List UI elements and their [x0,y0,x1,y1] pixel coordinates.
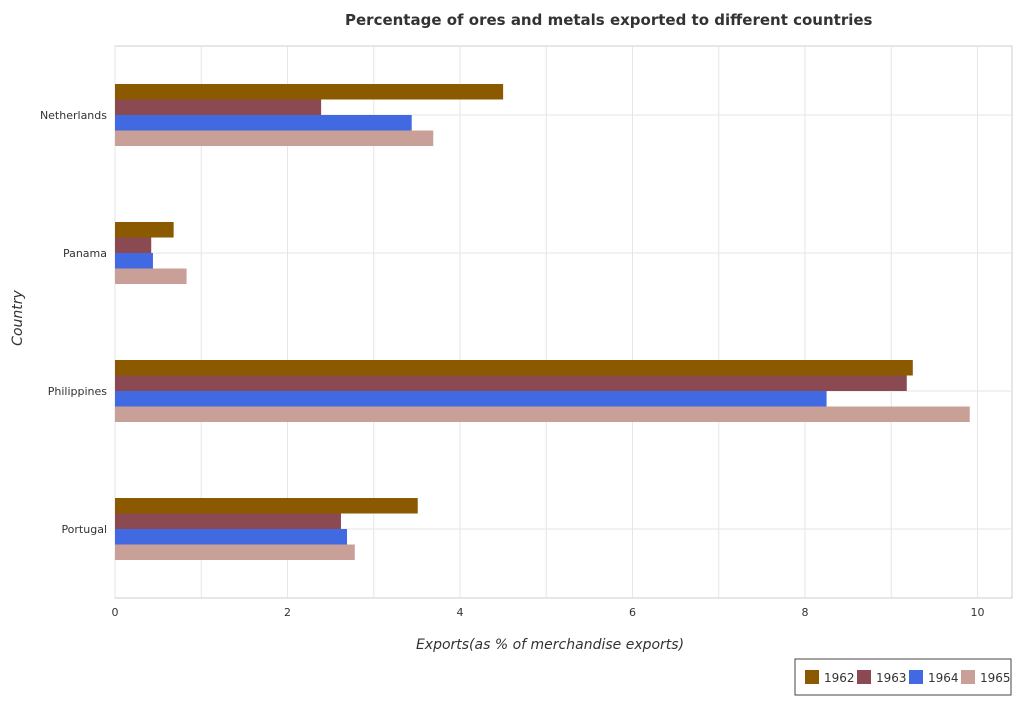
bar-panama-1963 [115,237,152,253]
legend-label: 1965 [980,671,1011,685]
bar-netherlands-1963 [115,99,322,115]
x-tick-label: 8 [802,606,809,619]
x-tick-label: 2 [284,606,291,619]
y-axis: Netherlands Panama Philippines Portugal [40,109,107,536]
y-tick-label: Portugal [61,523,107,536]
bar-philippines-1964 [115,391,827,407]
bars [115,84,970,560]
legend-swatch [857,670,871,684]
legend-label: 1964 [928,671,959,685]
x-tick-label: 6 [629,606,636,619]
bar-netherlands-1962 [115,84,504,100]
x-tick-label: 4 [457,606,464,619]
legend-label: 1962 [824,671,855,685]
bar-netherlands-1964 [115,115,412,131]
x-axis-title: Exports(as % of merchandise exports) [416,637,684,653]
legend-swatch [909,670,923,684]
legend: 1962 1963 1964 1965 [794,658,1012,696]
y-tick-label: Panama [63,247,107,260]
bar-philippines-1963 [115,375,907,391]
bar-portugal-1964 [115,529,348,545]
legend-swatch [805,670,819,684]
y-tick-label: Netherlands [40,109,107,122]
y-axis-title: Country [10,289,26,345]
legend-swatch [961,670,975,684]
bar-panama-1962 [115,222,174,238]
bar-panama-1965 [115,268,187,284]
x-axis: 0 2 4 6 8 10 [112,606,985,619]
bar-philippines-1965 [115,406,970,422]
x-tick-label: 10 [971,606,985,619]
chart-title: Percentage of ores and metals exported t… [345,11,873,29]
bar-panama-1964 [115,253,153,269]
y-tick-label: Philippines [48,385,108,398]
bar-portugal-1962 [115,498,418,514]
legend-label: 1963 [876,671,907,685]
bar-portugal-1965 [115,544,355,560]
bar-philippines-1962 [115,360,913,376]
bar-netherlands-1965 [115,130,434,146]
bar-portugal-1963 [115,513,341,529]
x-tick-label: 0 [112,606,119,619]
